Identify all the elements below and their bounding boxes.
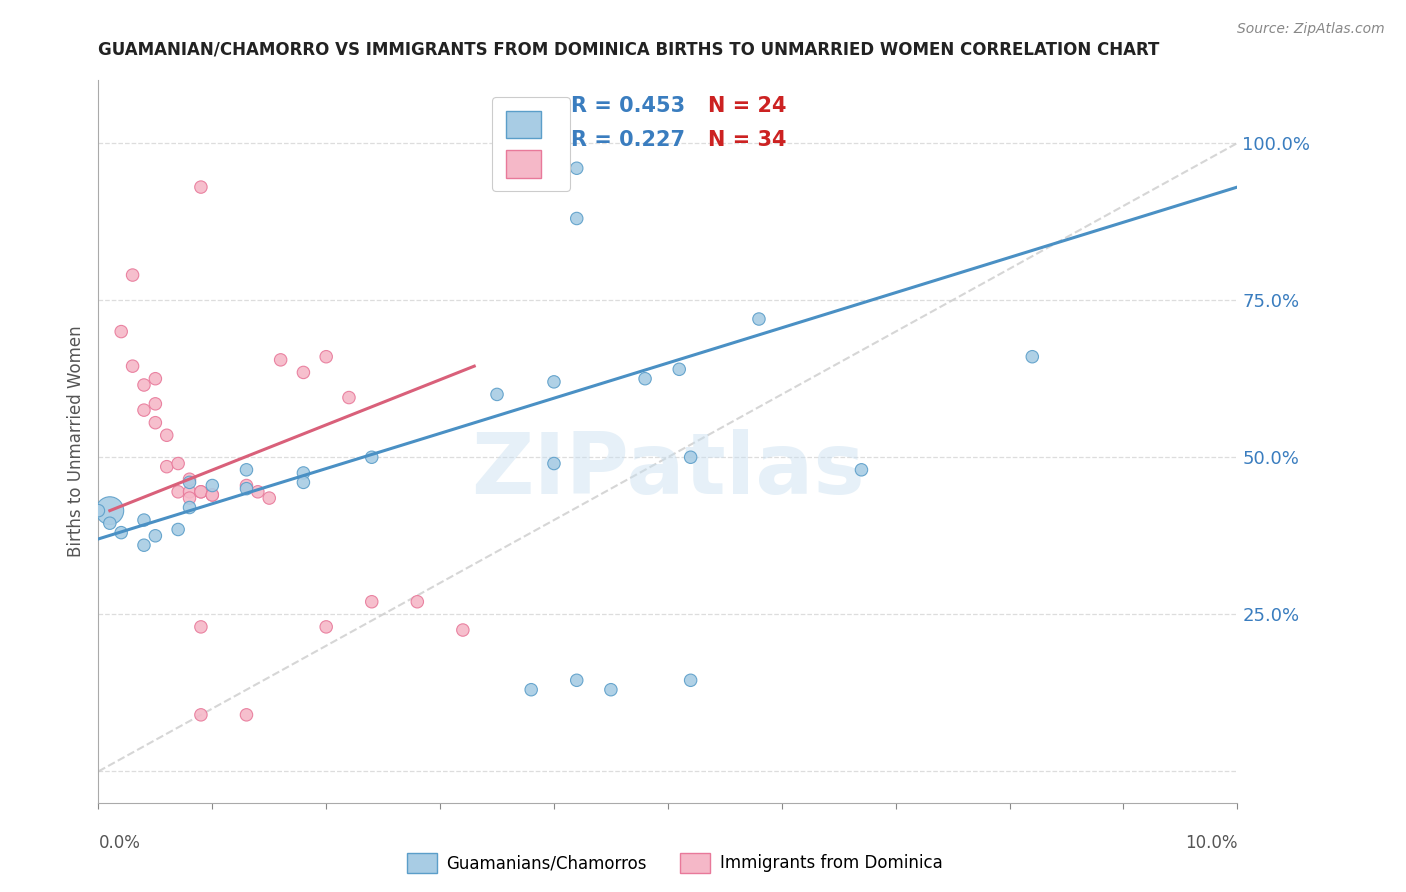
Point — [121, 359, 143, 373]
Point — [600, 682, 623, 697]
Point — [679, 673, 702, 688]
Text: N = 34: N = 34 — [707, 129, 786, 150]
Point — [98, 503, 121, 517]
Legend: Guamanians/Chamorros, Immigrants from Dominica: Guamanians/Chamorros, Immigrants from Do… — [399, 847, 950, 880]
Point — [543, 375, 565, 389]
Point — [1021, 350, 1043, 364]
Legend: , : , — [492, 97, 569, 191]
Point — [748, 312, 770, 326]
Y-axis label: Births to Unmarried Women: Births to Unmarried Women — [66, 326, 84, 558]
Point — [360, 450, 382, 465]
Text: ZIPatlas: ZIPatlas — [471, 429, 865, 512]
Point — [145, 416, 167, 430]
Point — [145, 529, 167, 543]
Point — [190, 484, 212, 499]
Point — [259, 491, 281, 505]
Point — [190, 707, 212, 722]
Text: Source: ZipAtlas.com: Source: ZipAtlas.com — [1237, 22, 1385, 37]
Point — [156, 459, 179, 474]
Point — [565, 161, 588, 176]
Point — [179, 500, 201, 515]
Point — [292, 475, 315, 490]
Point — [565, 673, 588, 688]
Point — [190, 620, 212, 634]
Point — [156, 428, 179, 442]
Text: 0.0%: 0.0% — [98, 834, 141, 852]
Point — [406, 595, 429, 609]
Point — [360, 595, 382, 609]
Text: R = 0.227: R = 0.227 — [571, 129, 685, 150]
Point — [179, 472, 201, 486]
Point — [543, 457, 565, 471]
Point — [179, 491, 201, 505]
Point — [190, 180, 212, 194]
Point — [190, 484, 212, 499]
Point — [201, 488, 224, 502]
Point — [486, 387, 509, 401]
Point — [98, 516, 121, 531]
Point — [179, 475, 201, 490]
Text: GUAMANIAN/CHAMORRO VS IMMIGRANTS FROM DOMINICA BIRTHS TO UNMARRIED WOMEN CORRELA: GUAMANIAN/CHAMORRO VS IMMIGRANTS FROM DO… — [98, 40, 1160, 58]
Point — [132, 513, 155, 527]
Text: R = 0.453: R = 0.453 — [571, 95, 685, 116]
Point — [201, 478, 224, 492]
Point — [270, 352, 292, 367]
Point — [167, 484, 190, 499]
Point — [132, 378, 155, 392]
Point — [235, 707, 257, 722]
Point — [235, 482, 257, 496]
Point — [337, 391, 360, 405]
Point — [679, 450, 702, 465]
Point — [235, 478, 257, 492]
Point — [634, 372, 657, 386]
Point — [292, 366, 315, 380]
Point — [167, 523, 190, 537]
Point — [121, 268, 143, 282]
Point — [315, 350, 337, 364]
Point — [145, 372, 167, 386]
Point — [565, 211, 588, 226]
Point — [87, 503, 110, 517]
Point — [315, 620, 337, 634]
Point — [451, 623, 474, 637]
Point — [520, 682, 543, 697]
Point — [110, 325, 132, 339]
Point — [668, 362, 690, 376]
Point — [132, 538, 155, 552]
Point — [145, 397, 167, 411]
Point — [201, 488, 224, 502]
Text: 10.0%: 10.0% — [1185, 834, 1237, 852]
Point — [110, 525, 132, 540]
Point — [167, 457, 190, 471]
Point — [851, 463, 873, 477]
Point — [246, 484, 269, 499]
Point — [179, 484, 201, 499]
Text: N = 24: N = 24 — [707, 95, 786, 116]
Point — [132, 403, 155, 417]
Point — [292, 466, 315, 480]
Point — [235, 463, 257, 477]
